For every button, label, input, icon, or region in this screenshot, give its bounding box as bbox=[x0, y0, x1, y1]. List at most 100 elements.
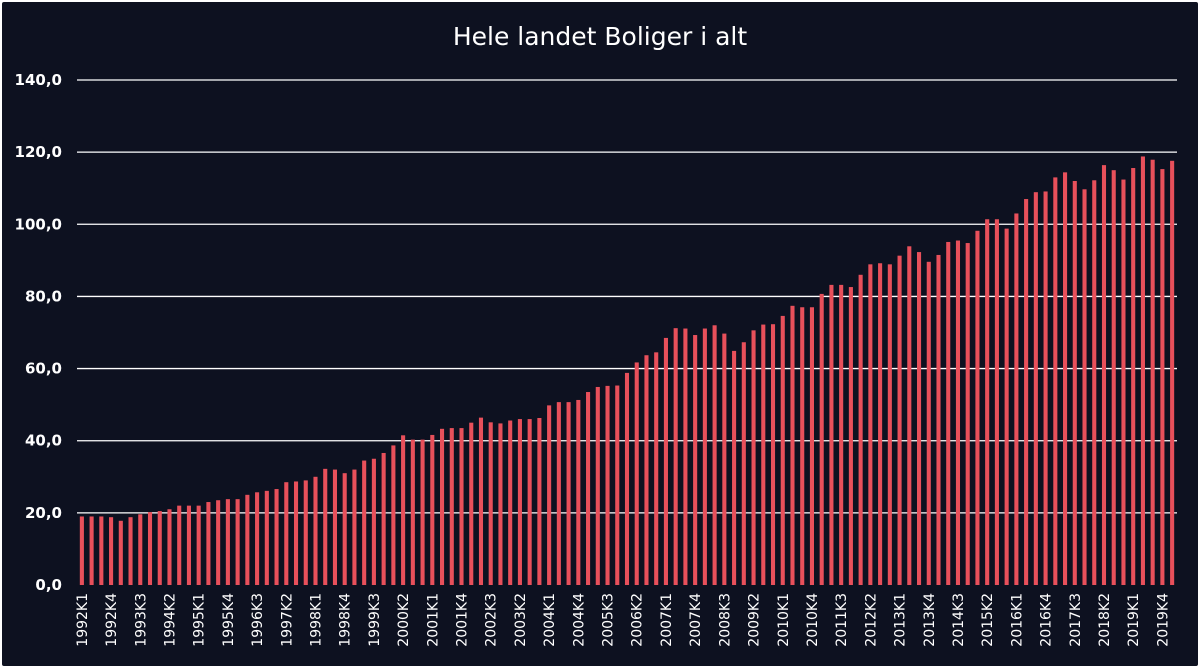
bar bbox=[177, 505, 182, 585]
x-tick-label: 2001K4 bbox=[455, 593, 471, 647]
x-tick-label: 2011K3 bbox=[834, 593, 850, 647]
bar bbox=[537, 417, 542, 585]
bar bbox=[732, 350, 737, 585]
x-tick-label: 2009K2 bbox=[747, 593, 763, 647]
bar bbox=[157, 511, 162, 585]
x-tick-label: 1998K1 bbox=[308, 593, 324, 647]
bar bbox=[878, 263, 883, 585]
bar bbox=[1092, 180, 1097, 585]
bar bbox=[255, 492, 260, 585]
bar bbox=[858, 274, 863, 585]
y-tick-label: 40,0 bbox=[25, 432, 62, 450]
x-tick-label: 2004K1 bbox=[542, 593, 558, 647]
bar bbox=[381, 452, 386, 585]
bar bbox=[887, 264, 892, 585]
bar bbox=[401, 435, 406, 585]
bar bbox=[946, 241, 951, 586]
y-tick-label: 20,0 bbox=[25, 504, 62, 522]
bar bbox=[770, 324, 776, 585]
gridlines bbox=[77, 79, 1177, 514]
bar bbox=[235, 499, 240, 585]
y-axis-tick-labels: 0,0 20,0 40,0 60,0 80,0 100,0 120,0 140,0 bbox=[15, 71, 62, 594]
bar bbox=[362, 460, 367, 585]
bar bbox=[955, 240, 961, 585]
bar bbox=[829, 284, 834, 585]
bar bbox=[926, 261, 931, 585]
bar bbox=[1131, 168, 1136, 585]
bar bbox=[469, 422, 474, 585]
bar bbox=[897, 255, 902, 586]
y-tick-label: 60,0 bbox=[25, 360, 62, 378]
bar bbox=[410, 439, 415, 585]
bar bbox=[118, 520, 123, 585]
x-tick-label: 2010K4 bbox=[805, 593, 821, 647]
bar bbox=[644, 355, 649, 585]
bar bbox=[440, 428, 445, 585]
bar bbox=[109, 517, 114, 585]
bar bbox=[994, 219, 999, 585]
chart-title: Hele landet Boliger i alt bbox=[452, 22, 748, 51]
x-axis-tick-labels: 1992K1 1992K4 1993K3 1994K2 1995K1 1995K4 1996… bbox=[75, 593, 1172, 647]
x-tick-label: 1992K4 bbox=[104, 593, 120, 647]
bar bbox=[138, 514, 143, 585]
bar bbox=[1140, 156, 1145, 585]
x-tick-label: 1993K3 bbox=[133, 593, 149, 647]
bar bbox=[566, 402, 571, 585]
bar bbox=[313, 476, 318, 585]
bar bbox=[274, 489, 279, 585]
x-tick-label: 2000K2 bbox=[396, 593, 412, 647]
bar bbox=[556, 402, 561, 585]
bar bbox=[478, 417, 484, 585]
bar bbox=[1082, 189, 1087, 585]
bar bbox=[196, 505, 201, 585]
bar bbox=[206, 502, 211, 585]
bar bbox=[508, 420, 513, 585]
bar bbox=[702, 328, 707, 585]
x-tick-label: 2004K4 bbox=[571, 593, 587, 647]
bar bbox=[809, 307, 814, 585]
bar bbox=[89, 516, 94, 585]
bar bbox=[323, 468, 328, 585]
bar bbox=[79, 516, 84, 585]
x-tick-label: 2003K2 bbox=[513, 593, 529, 647]
bar bbox=[391, 445, 396, 585]
bar bbox=[1063, 172, 1068, 586]
y-tick-label: 120,0 bbox=[15, 143, 62, 161]
bar bbox=[352, 469, 357, 585]
bar bbox=[216, 500, 221, 585]
bar bbox=[663, 337, 668, 585]
x-tick-label: 2006K2 bbox=[630, 593, 646, 647]
x-tick-label: 2014K3 bbox=[951, 593, 967, 647]
x-tick-label: 2015K2 bbox=[980, 593, 996, 647]
bar bbox=[303, 480, 308, 585]
y-tick-label: 80,0 bbox=[25, 287, 62, 305]
bar bbox=[245, 494, 250, 585]
x-tick-label: 2002K3 bbox=[484, 593, 500, 647]
bar bbox=[1160, 169, 1165, 585]
bar bbox=[615, 385, 620, 585]
bar bbox=[936, 254, 941, 586]
bar bbox=[264, 490, 269, 585]
bar bbox=[459, 428, 464, 585]
x-tick-label: 2018K2 bbox=[1097, 593, 1113, 647]
bar bbox=[517, 419, 522, 585]
bar bbox=[1121, 179, 1126, 586]
bar bbox=[790, 305, 795, 585]
bar bbox=[741, 342, 746, 585]
x-tick-label: 2008K3 bbox=[717, 593, 733, 647]
bar bbox=[167, 509, 172, 585]
x-tick-label: 2019K1 bbox=[1126, 593, 1142, 647]
x-tick-label: 1994K2 bbox=[162, 593, 178, 647]
bar bbox=[985, 219, 990, 585]
bar bbox=[1150, 159, 1155, 586]
bar bbox=[722, 333, 727, 585]
x-tick-label: 1999K3 bbox=[367, 593, 383, 647]
bar bbox=[430, 434, 435, 585]
x-tick-label: 2019K4 bbox=[1155, 593, 1171, 647]
x-tick-label: 2012K2 bbox=[863, 593, 879, 647]
x-tick-label: 2016K1 bbox=[1009, 593, 1025, 647]
x-tick-label: 2016K4 bbox=[1039, 593, 1055, 647]
bar bbox=[1170, 160, 1175, 586]
bar bbox=[1014, 213, 1019, 585]
